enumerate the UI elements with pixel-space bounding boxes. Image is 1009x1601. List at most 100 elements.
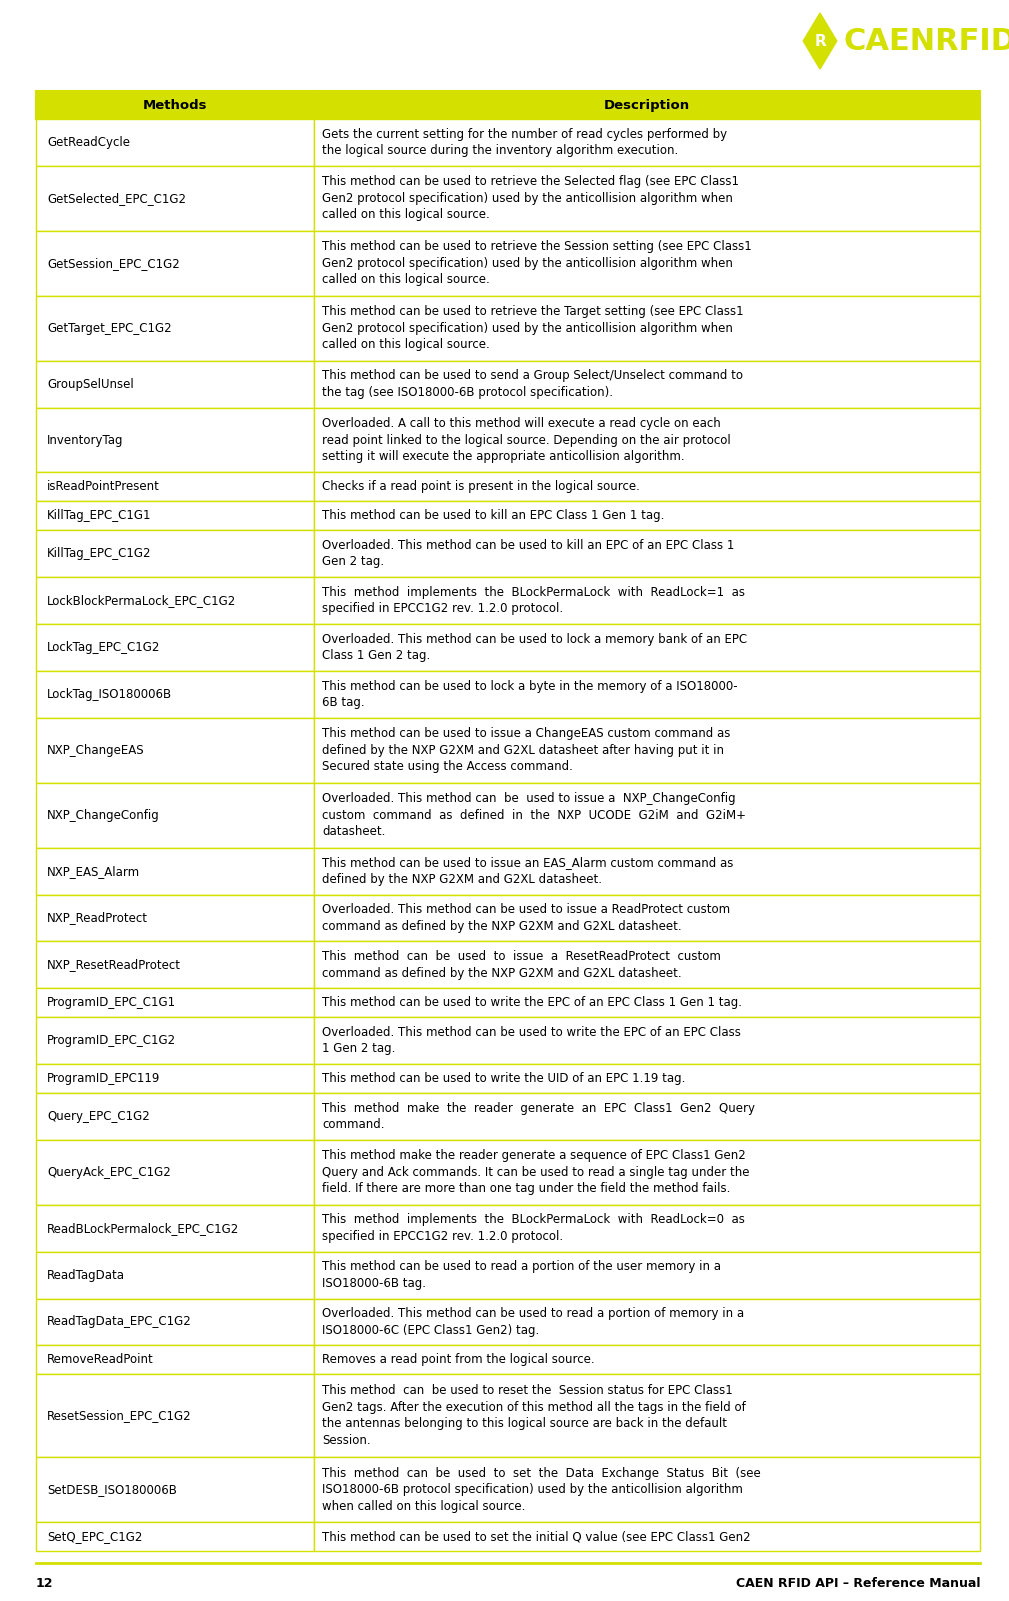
FancyBboxPatch shape — [315, 624, 980, 671]
Text: NXP_ChangeConfig: NXP_ChangeConfig — [47, 809, 159, 821]
Text: SetDESB_ISO180006B: SetDESB_ISO180006B — [47, 1483, 177, 1497]
Text: This method can be used to send a Group Select/Unselect command to
the tag (see : This method can be used to send a Group … — [323, 370, 744, 399]
FancyBboxPatch shape — [315, 895, 980, 941]
Text: Methods: Methods — [143, 99, 208, 112]
Text: NXP_ChangeEAS: NXP_ChangeEAS — [47, 744, 144, 757]
FancyBboxPatch shape — [36, 1204, 315, 1252]
Text: SetQ_EPC_C1G2: SetQ_EPC_C1G2 — [47, 1531, 142, 1543]
Text: R: R — [814, 34, 826, 48]
FancyBboxPatch shape — [315, 576, 980, 624]
FancyBboxPatch shape — [36, 1017, 315, 1065]
Text: This  method  implements  the  BLockPermaLock  with  ReadLock=1  as
specified in: This method implements the BLockPermaLoc… — [323, 586, 746, 615]
Text: Overloaded. This method can be used to write the EPC of an EPC Class
1 Gen 2 tag: Overloaded. This method can be used to w… — [323, 1026, 742, 1055]
Text: ReadBLockPermalock_EPC_C1G2: ReadBLockPermalock_EPC_C1G2 — [47, 1222, 239, 1234]
FancyBboxPatch shape — [36, 91, 315, 118]
FancyBboxPatch shape — [36, 408, 315, 472]
Text: ProgramID_EPC119: ProgramID_EPC119 — [47, 1073, 160, 1085]
FancyBboxPatch shape — [36, 941, 315, 988]
Text: This method can be used to retrieve the Session setting (see EPC Class1
Gen2 pro: This method can be used to retrieve the … — [323, 240, 753, 287]
FancyBboxPatch shape — [315, 472, 980, 501]
FancyBboxPatch shape — [315, 671, 980, 717]
FancyBboxPatch shape — [36, 895, 315, 941]
FancyBboxPatch shape — [36, 118, 315, 167]
FancyBboxPatch shape — [36, 231, 315, 296]
FancyBboxPatch shape — [315, 501, 980, 530]
Text: Overloaded. This method can be used to read a portion of memory in a
ISO18000-6C: Overloaded. This method can be used to r… — [323, 1306, 745, 1337]
FancyBboxPatch shape — [36, 1374, 315, 1457]
Text: Gets the current setting for the number of read cycles performed by
the logical : Gets the current setting for the number … — [323, 128, 727, 157]
Text: This  method  implements  the  BLockPermaLock  with  ReadLock=0  as
specified in: This method implements the BLockPermaLoc… — [323, 1214, 746, 1242]
Text: Overloaded. This method can  be  used to issue a  NXP_ChangeConfig
custom  comma: Overloaded. This method can be used to i… — [323, 792, 747, 839]
Text: This method can be used to lock a byte in the memory of a ISO18000-
6B tag.: This method can be used to lock a byte i… — [323, 679, 739, 709]
Text: Query_EPC_C1G2: Query_EPC_C1G2 — [47, 1109, 149, 1122]
FancyBboxPatch shape — [36, 530, 315, 576]
Text: KillTag_EPC_C1G2: KillTag_EPC_C1G2 — [47, 548, 151, 560]
FancyBboxPatch shape — [315, 231, 980, 296]
Text: Overloaded. This method can be used to issue a ReadProtect custom
command as def: Overloaded. This method can be used to i… — [323, 903, 731, 933]
Text: ReadTagData: ReadTagData — [47, 1268, 125, 1281]
FancyBboxPatch shape — [315, 296, 980, 360]
FancyBboxPatch shape — [36, 717, 315, 783]
FancyBboxPatch shape — [36, 1345, 315, 1374]
Text: InventoryTag: InventoryTag — [47, 434, 123, 447]
FancyBboxPatch shape — [36, 1065, 315, 1093]
Text: ProgramID_EPC_C1G1: ProgramID_EPC_C1G1 — [47, 996, 177, 1009]
Text: This method can be used to retrieve the Target setting (see EPC Class1
Gen2 prot: This method can be used to retrieve the … — [323, 306, 744, 351]
FancyBboxPatch shape — [36, 296, 315, 360]
Text: CAENRFID: CAENRFID — [844, 27, 1009, 56]
Text: This method make the reader generate a sequence of EPC Class1 Gen2
Query and Ack: This method make the reader generate a s… — [323, 1150, 750, 1196]
Text: QueryAck_EPC_C1G2: QueryAck_EPC_C1G2 — [47, 1166, 171, 1178]
Polygon shape — [803, 13, 836, 69]
FancyBboxPatch shape — [315, 1204, 980, 1252]
Text: ReadTagData_EPC_C1G2: ReadTagData_EPC_C1G2 — [47, 1316, 192, 1329]
FancyBboxPatch shape — [315, 941, 980, 988]
Text: GetSession_EPC_C1G2: GetSession_EPC_C1G2 — [47, 256, 180, 271]
Text: CAEN RFID API – Reference Manual: CAEN RFID API – Reference Manual — [736, 1577, 980, 1590]
FancyBboxPatch shape — [36, 1523, 315, 1551]
Text: GroupSelUnsel: GroupSelUnsel — [47, 378, 134, 391]
Text: This method can be used to retrieve the Selected flag (see EPC Class1
Gen2 proto: This method can be used to retrieve the … — [323, 176, 740, 221]
Text: NXP_ReadProtect: NXP_ReadProtect — [47, 911, 148, 924]
Text: Description: Description — [604, 99, 690, 112]
Text: This method can be used to set the initial Q value (see EPC Class1 Gen2: This method can be used to set the initi… — [323, 1531, 751, 1543]
FancyBboxPatch shape — [315, 1065, 980, 1093]
FancyBboxPatch shape — [315, 91, 980, 118]
FancyBboxPatch shape — [36, 167, 315, 231]
Text: LockTag_EPC_C1G2: LockTag_EPC_C1G2 — [47, 640, 160, 653]
Text: Removes a read point from the logical source.: Removes a read point from the logical so… — [323, 1353, 595, 1366]
FancyBboxPatch shape — [36, 1298, 315, 1345]
FancyBboxPatch shape — [315, 1374, 980, 1457]
FancyBboxPatch shape — [315, 783, 980, 847]
FancyBboxPatch shape — [36, 1252, 315, 1298]
Text: Overloaded. This method can be used to lock a memory bank of an EPC
Class 1 Gen : Overloaded. This method can be used to l… — [323, 632, 748, 663]
FancyBboxPatch shape — [315, 717, 980, 783]
Text: This method can be used to write the UID of an EPC 1.19 tag.: This method can be used to write the UID… — [323, 1073, 686, 1085]
Text: GetTarget_EPC_C1G2: GetTarget_EPC_C1G2 — [47, 322, 172, 335]
FancyBboxPatch shape — [36, 624, 315, 671]
Text: This  method  make  the  reader  generate  an  EPC  Class1  Gen2  Query
command.: This method make the reader generate an … — [323, 1101, 756, 1130]
FancyBboxPatch shape — [315, 1017, 980, 1065]
FancyBboxPatch shape — [36, 847, 315, 895]
FancyBboxPatch shape — [315, 408, 980, 472]
FancyBboxPatch shape — [36, 1457, 315, 1523]
Text: This method can be used to read a portion of the user memory in a
ISO18000-6B ta: This method can be used to read a portio… — [323, 1260, 721, 1290]
FancyBboxPatch shape — [315, 1457, 980, 1523]
FancyBboxPatch shape — [36, 671, 315, 717]
Text: KillTag_EPC_C1G1: KillTag_EPC_C1G1 — [47, 509, 151, 522]
FancyBboxPatch shape — [315, 530, 980, 576]
Text: This method can be used to kill an EPC Class 1 Gen 1 tag.: This method can be used to kill an EPC C… — [323, 509, 665, 522]
FancyBboxPatch shape — [36, 472, 315, 501]
Text: LockTag_ISO180006B: LockTag_ISO180006B — [47, 688, 173, 701]
FancyBboxPatch shape — [315, 988, 980, 1017]
Text: This  method  can  be  used  to  issue  a  ResetReadProtect  custom
command as d: This method can be used to issue a Reset… — [323, 949, 721, 980]
FancyBboxPatch shape — [36, 988, 315, 1017]
FancyBboxPatch shape — [36, 1140, 315, 1204]
FancyBboxPatch shape — [36, 1093, 315, 1140]
Text: ProgramID_EPC_C1G2: ProgramID_EPC_C1G2 — [47, 1034, 177, 1047]
Text: This method can be used to write the EPC of an EPC Class 1 Gen 1 tag.: This method can be used to write the EPC… — [323, 996, 743, 1009]
Text: NXP_EAS_Alarm: NXP_EAS_Alarm — [47, 865, 140, 877]
Text: RemoveReadPoint: RemoveReadPoint — [47, 1353, 153, 1366]
FancyBboxPatch shape — [315, 1345, 980, 1374]
Text: NXP_ResetReadProtect: NXP_ResetReadProtect — [47, 959, 181, 972]
FancyBboxPatch shape — [315, 847, 980, 895]
